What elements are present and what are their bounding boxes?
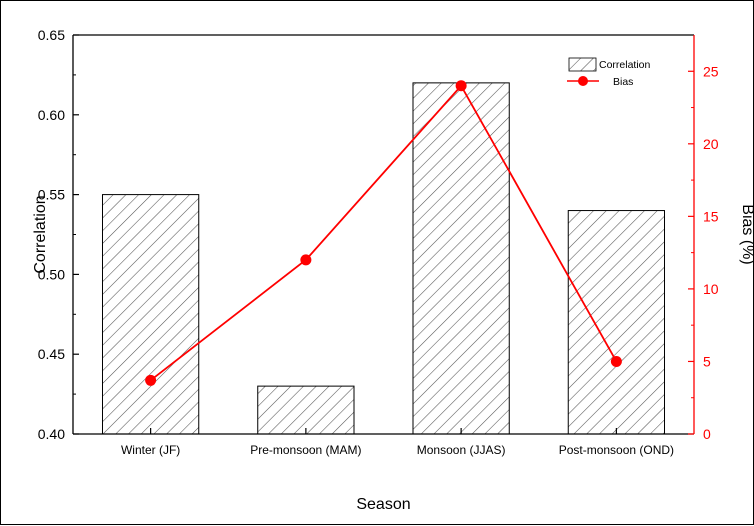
x-tick-label-3: Monsoon (JJAS) xyxy=(417,443,506,457)
bias-point-2 xyxy=(300,254,312,266)
y2-tick-label-1: 0 xyxy=(703,426,711,442)
bias-point-1 xyxy=(145,374,157,386)
y2-axis-title: Bias (%) xyxy=(739,204,754,264)
legend-swatch-bias-marker xyxy=(578,76,588,86)
y2-tick-label-5: 20 xyxy=(703,136,719,152)
x-tick-label-4: Post-monsoon (OND) xyxy=(559,443,674,457)
legend-label-correlation: Correlation xyxy=(599,59,651,71)
y-tick-label-4: 0.55 xyxy=(38,187,65,203)
y-axis-title: Correlation xyxy=(32,195,49,273)
y2-tick-label-4: 15 xyxy=(703,208,719,224)
x-tick-label-1: Winter (JF) xyxy=(121,443,180,457)
x-axis-title: Season xyxy=(356,496,410,513)
legend: Correlation Bias xyxy=(567,57,651,88)
y-tick-label-1: 0.40 xyxy=(38,426,65,442)
y-tick-label-6: 0.65 xyxy=(38,27,65,43)
bias-point-3 xyxy=(455,80,467,92)
y-tick-label-3: 0.50 xyxy=(38,266,65,282)
bar-2 xyxy=(257,385,355,435)
bar-1 xyxy=(101,194,200,435)
x-tick-label-2: Pre-monsoon (MAM) xyxy=(250,443,361,457)
y2-tick-label-2: 5 xyxy=(703,353,711,369)
bar-3 xyxy=(412,82,510,435)
y2-tick-label-6: 25 xyxy=(703,63,719,79)
y-tick-label-2: 0.45 xyxy=(38,346,65,362)
y-tick-label-5: 0.60 xyxy=(38,107,65,123)
legend-swatch-correlation xyxy=(568,57,597,72)
bias-point-4 xyxy=(610,355,622,367)
bias-line xyxy=(150,84,618,382)
y2-tick-label-3: 10 xyxy=(703,281,719,297)
bar-4 xyxy=(567,210,666,435)
legend-label-bias: Bias xyxy=(613,76,633,88)
